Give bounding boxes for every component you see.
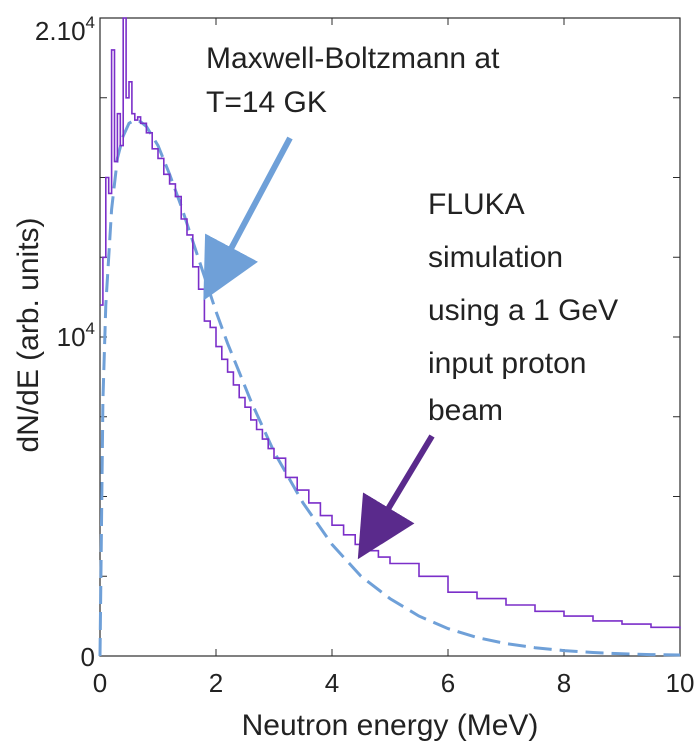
annotation-fluka-line-1: FLUKA bbox=[428, 188, 525, 221]
x-tick-label: 4 bbox=[325, 668, 339, 698]
y-tick-label: 2.104 bbox=[35, 13, 95, 46]
annotation-mb-line-2: T=14 GK bbox=[206, 86, 327, 119]
series-fluka-step-line bbox=[100, 17, 681, 629]
annotation-mb-line-1: Maxwell-Boltzmann at bbox=[206, 42, 500, 75]
y-tick-label-base: 0 bbox=[81, 642, 95, 672]
y-tick-label: 0 bbox=[81, 642, 95, 672]
x-tick-label: 10 bbox=[666, 668, 695, 698]
annotation-fluka-line-5: beam bbox=[428, 394, 503, 427]
x-tick-label: 2 bbox=[209, 668, 223, 698]
x-tick-label: 6 bbox=[441, 668, 455, 698]
y-tick-label: 104 bbox=[57, 319, 95, 352]
y-tick-label-base: 2.10 bbox=[35, 16, 86, 46]
annotation-fluka-arrow bbox=[357, 434, 435, 560]
y-axis-label: dN/dE (arb. units) bbox=[12, 217, 45, 452]
y-tick-label-exponent: 4 bbox=[86, 319, 95, 338]
annotation-maxwell-boltzmann: Maxwell-Boltzmann at T=14 GK bbox=[206, 42, 508, 119]
x-axis-tick-labels: 0 2 4 6 8 10 bbox=[93, 668, 695, 698]
annotation-fluka-line-2: simulation bbox=[428, 241, 563, 274]
x-tick-label: 0 bbox=[93, 668, 107, 698]
x-tick-label: 8 bbox=[557, 668, 571, 698]
annotation-fluka-line-4: input proton bbox=[428, 347, 586, 380]
series-maxwell-boltzmann-line bbox=[98, 118, 681, 657]
annotation-mb-arrow bbox=[203, 136, 293, 301]
annotation-fluka: FLUKA simulation using a 1 GeV input pro… bbox=[428, 188, 626, 427]
annotation-fluka-line-3: using a 1 GeV bbox=[428, 294, 618, 327]
y-tick-label-exponent: 4 bbox=[86, 13, 95, 32]
x-axis-label: Neutron energy (MeV) bbox=[242, 709, 539, 742]
y-tick-label-base: 10 bbox=[57, 322, 86, 352]
